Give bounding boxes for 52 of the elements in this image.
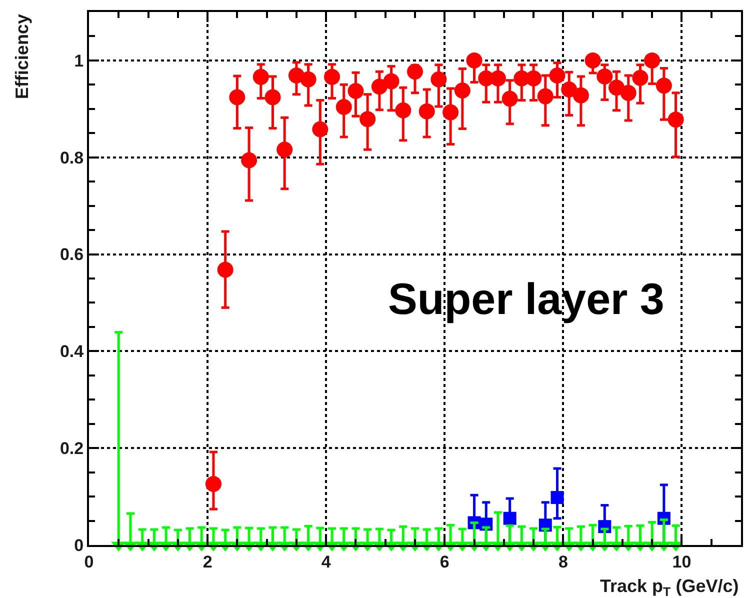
y-tick-label: 0.6 (60, 245, 84, 264)
point (264, 89, 281, 106)
x-axis-title: Track p$_{T}$ (GeV/c) (600, 576, 739, 598)
point (312, 121, 328, 138)
point (217, 262, 234, 278)
annotation: Super layer 3 (388, 275, 664, 324)
y-tick-label: 0 (74, 536, 84, 555)
point (324, 68, 340, 85)
point (550, 491, 564, 504)
point (276, 142, 293, 158)
point (503, 512, 516, 525)
point (561, 82, 578, 98)
point (229, 89, 246, 106)
point (336, 98, 352, 115)
point (537, 88, 554, 104)
point (466, 52, 482, 68)
point (620, 84, 636, 101)
point (205, 476, 222, 492)
x-tick-label: 4 (321, 552, 332, 572)
y-tick-label: 0.2 (60, 439, 84, 458)
point (407, 64, 423, 80)
y-tick-label: 0.4 (60, 342, 84, 362)
y-axis-title: Efficiency (12, 14, 32, 100)
point (668, 112, 684, 128)
point (395, 102, 412, 118)
point (241, 152, 258, 168)
point (454, 82, 470, 98)
point (348, 82, 364, 99)
y-tick-label: 1 (74, 51, 84, 70)
point (596, 68, 613, 84)
point (549, 67, 566, 84)
x-tick-label: 8 (558, 552, 568, 572)
x-tick-label: 2 (202, 552, 212, 572)
point (430, 71, 447, 88)
point (383, 73, 400, 90)
point (608, 80, 625, 96)
point (526, 70, 542, 86)
point (502, 90, 518, 107)
point (584, 52, 601, 68)
point (572, 87, 589, 104)
point (371, 78, 388, 95)
x-tick-label: 6 (440, 552, 450, 572)
point (442, 104, 459, 120)
y-tick-label: 0.8 (60, 148, 84, 168)
point (656, 78, 672, 94)
point (360, 111, 376, 128)
point (644, 52, 660, 68)
point (300, 71, 316, 88)
point (418, 103, 435, 120)
point (252, 68, 269, 85)
point (632, 70, 648, 86)
x-tick-label: 10 (672, 552, 692, 572)
